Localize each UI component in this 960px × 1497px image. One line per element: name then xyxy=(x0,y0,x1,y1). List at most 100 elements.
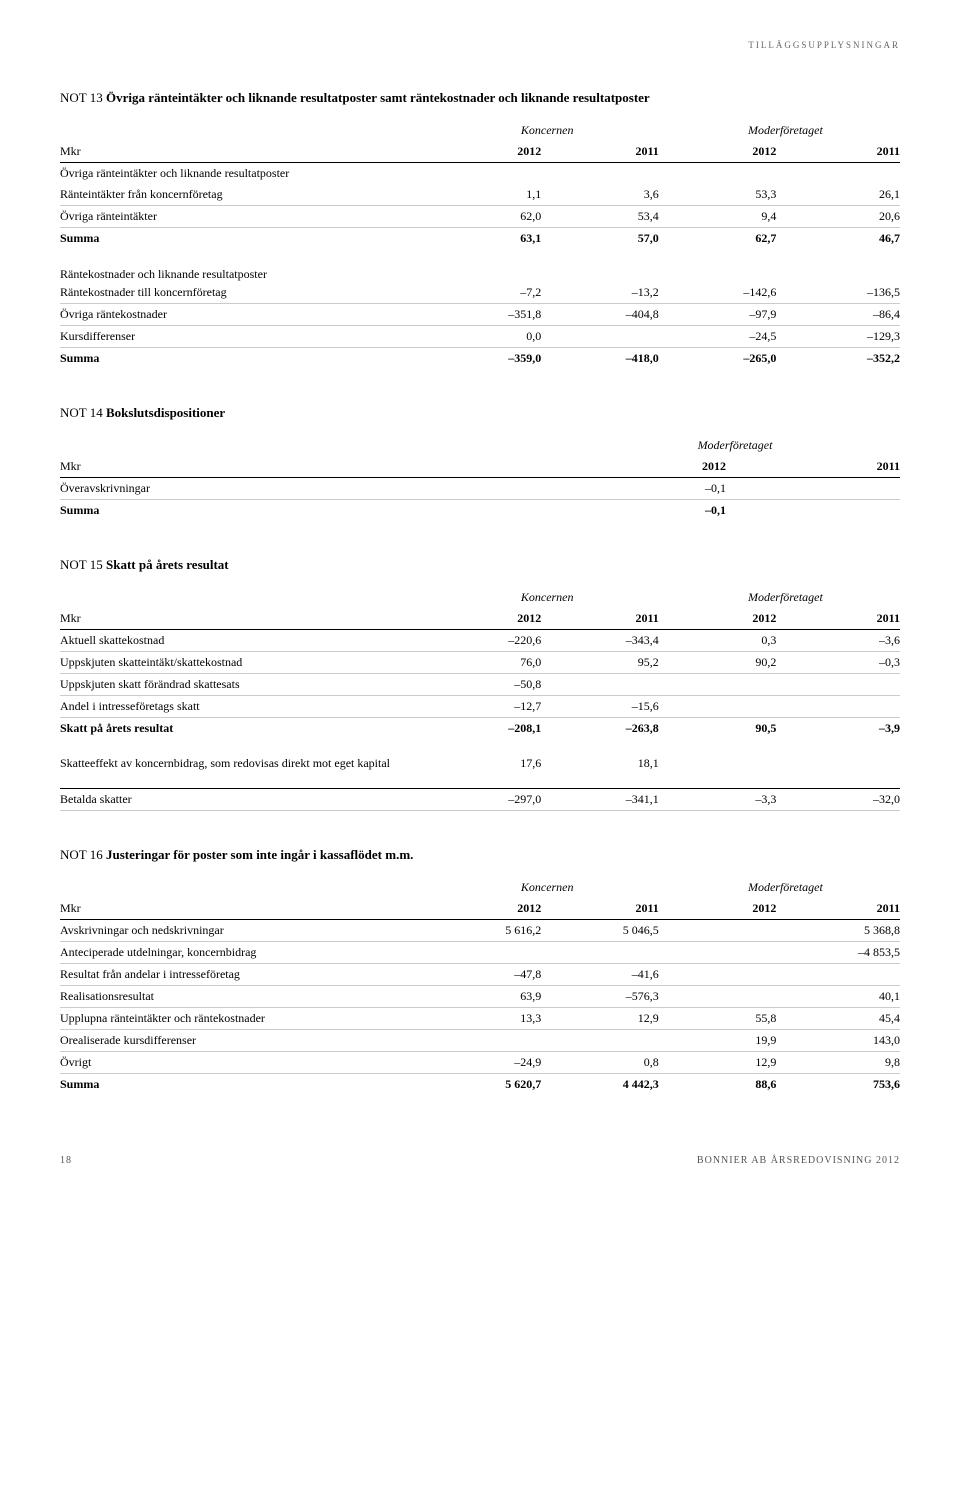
cell: 5 368,8 xyxy=(782,919,900,941)
cell xyxy=(732,500,900,522)
cell xyxy=(665,696,783,718)
cell: –24,9 xyxy=(430,1051,548,1073)
row-label: Överavskrivningar xyxy=(60,478,564,500)
table-row: Upplupna ränteintäkter och räntekostnade… xyxy=(60,1007,900,1029)
cell: 5 616,2 xyxy=(430,919,548,941)
cell xyxy=(547,163,665,185)
cell xyxy=(547,941,665,963)
cell: 12,9 xyxy=(547,1007,665,1029)
cell: 63,1 xyxy=(430,228,548,250)
col-2011b: 2011 xyxy=(782,141,900,163)
cell: 5 620,7 xyxy=(430,1073,548,1095)
table-row: Summa 63,1 57,0 62,7 46,7 xyxy=(60,228,900,250)
mkr-label15: Mkr xyxy=(60,608,430,630)
cell xyxy=(782,163,900,185)
row-label: Summa xyxy=(60,1073,430,1095)
note13-subsection: Räntekostnader och liknande resultatpost… xyxy=(60,267,900,282)
cell: –7,2 xyxy=(430,282,548,304)
cell: –24,5 xyxy=(665,326,783,348)
cell: –86,4 xyxy=(782,304,900,326)
row-label: Realisationsresultat xyxy=(60,985,430,1007)
cell xyxy=(782,674,900,696)
cell xyxy=(782,963,900,985)
row-label: Summa xyxy=(60,228,430,250)
table-row: Resultat från andelar i intresseföretag … xyxy=(60,963,900,985)
cell: 4 442,3 xyxy=(547,1073,665,1095)
note13-table-b: Räntekostnader till koncernföretag –7,2 … xyxy=(60,282,900,369)
cell: –352,2 xyxy=(782,348,900,370)
col15-2012a: 2012 xyxy=(430,608,548,630)
cell: 753,6 xyxy=(782,1073,900,1095)
cell: 62,0 xyxy=(430,206,548,228)
table-row: Betalda skatter –297,0 –341,1 –3,3 –32,0 xyxy=(60,788,900,810)
cell: 12,9 xyxy=(665,1051,783,1073)
note15-table: Koncernen Moderföretaget Mkr 2012 2011 2… xyxy=(60,587,900,811)
cell: 9,8 xyxy=(782,1051,900,1073)
note15-num: NOT 15 xyxy=(60,557,103,572)
table-row: Övrigt –24,9 0,8 12,9 9,8 xyxy=(60,1051,900,1073)
cell: –50,8 xyxy=(430,674,548,696)
col16-2011a: 2011 xyxy=(547,898,665,920)
table-row: Ränteintäkter från koncernföretag 1,1 3,… xyxy=(60,184,900,206)
group-koncernen16: Koncernen xyxy=(430,877,665,898)
cell: –32,0 xyxy=(782,788,900,810)
cell: –220,6 xyxy=(430,630,548,652)
cell: –404,8 xyxy=(547,304,665,326)
col15-2012b: 2012 xyxy=(665,608,783,630)
row-label: Upplupna ränteintäkter och räntekostnade… xyxy=(60,1007,430,1029)
footer-right: BONNIER AB ÅRSREDOVISNING 2012 xyxy=(697,1155,900,1166)
col-2012a: 2012 xyxy=(430,141,548,163)
cell: 13,3 xyxy=(430,1007,548,1029)
cell: –208,1 xyxy=(430,718,548,740)
mkr-label16: Mkr xyxy=(60,898,430,920)
col15-2011b: 2011 xyxy=(782,608,900,630)
cell: 57,0 xyxy=(547,228,665,250)
table-row: Aktuell skattekostnad –220,6 –343,4 0,3 … xyxy=(60,630,900,652)
note13-label: Övriga ränteintäkter och liknande result… xyxy=(106,90,650,105)
table-row: Andel i intresseföretags skatt –12,7 –15… xyxy=(60,696,900,718)
spacer-row xyxy=(60,739,900,753)
table-row: Skatt på årets resultat –208,1 –263,8 90… xyxy=(60,718,900,740)
cell: –0,1 xyxy=(564,500,732,522)
row-label: Orealiserade kursdifferenser xyxy=(60,1029,430,1051)
cell: –3,3 xyxy=(665,788,783,810)
cell xyxy=(665,963,783,985)
note14-label: Bokslutsdispositioner xyxy=(106,405,225,420)
group-moderforetaget14: Moderföretaget xyxy=(564,435,900,456)
table-row: Övriga ränteintäkter 62,0 53,4 9,4 20,6 xyxy=(60,206,900,228)
cell: –576,3 xyxy=(547,985,665,1007)
row-label: Betalda skatter xyxy=(60,788,430,810)
note14-table: Moderföretaget Mkr 2012 2011 Överavskriv… xyxy=(60,435,900,521)
note16-num: NOT 16 xyxy=(60,847,103,862)
cell: 9,4 xyxy=(665,206,783,228)
group-moderforetaget: Moderföretaget xyxy=(665,120,900,141)
cell: 1,1 xyxy=(430,184,548,206)
cell xyxy=(665,674,783,696)
cell: 17,6 xyxy=(430,753,548,774)
cell: –0,3 xyxy=(782,652,900,674)
cell: 76,0 xyxy=(430,652,548,674)
cell: 90,2 xyxy=(665,652,783,674)
row-label: Uppskjuten skatteintäkt/skattekostnad xyxy=(60,652,430,674)
note13-title: NOT 13 Övriga ränteintäkter och liknande… xyxy=(60,90,900,106)
cell: –13,2 xyxy=(547,282,665,304)
row-label: Ränteintäkter från koncernföretag xyxy=(60,184,430,206)
cell: –4 853,5 xyxy=(782,941,900,963)
row-label: Anteciperade utdelningar, koncernbidrag xyxy=(60,941,430,963)
cell xyxy=(665,985,783,1007)
cell: 53,3 xyxy=(665,184,783,206)
col15-2011a: 2011 xyxy=(547,608,665,630)
table-row: Skatteeffekt av koncernbidrag, som redov… xyxy=(60,753,900,774)
cell: –41,6 xyxy=(547,963,665,985)
col16-2012b: 2012 xyxy=(665,898,783,920)
cell: 88,6 xyxy=(665,1073,783,1095)
row-label: Resultat från andelar i intresseföretag xyxy=(60,963,430,985)
cell: 62,7 xyxy=(665,228,783,250)
cell: –129,3 xyxy=(782,326,900,348)
table-row: Orealiserade kursdifferenser 19,9 143,0 xyxy=(60,1029,900,1051)
col-2011a: 2011 xyxy=(547,141,665,163)
cell xyxy=(547,1029,665,1051)
cell: –142,6 xyxy=(665,282,783,304)
note16-title: NOT 16 Justeringar för poster som inte i… xyxy=(60,847,900,863)
cell: 5 046,5 xyxy=(547,919,665,941)
